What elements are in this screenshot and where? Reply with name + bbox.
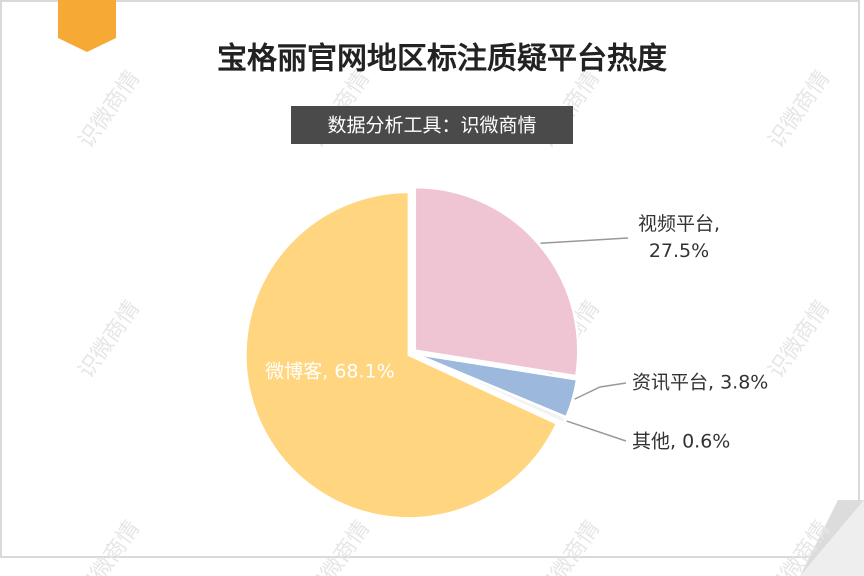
leader-line [574,382,627,400]
data-label: 微博客, 68.1% [265,361,394,383]
chart-title: 宝格丽官网地区标注质疑平台热度 [217,42,667,77]
data-label: 视频平台, 27.5% [638,213,720,262]
fold-shadow [800,500,864,576]
leader-line [566,420,627,442]
pie-slice [244,191,558,520]
pie: 视频平台, 27.5% 资讯平台, 3.8% 其他, 0.6% 微博客, 68.1% [244,186,768,520]
data-label: 其他, 0.6% [632,431,730,453]
pie-slice [414,186,579,378]
subtitle-box [291,106,573,144]
pie-slice [415,353,568,425]
subtitle: 数据分析工具：识微商情 [327,115,536,137]
leader-line [540,237,629,244]
corner-tab [58,0,116,52]
data-label: 资讯平台, 3.8% [632,372,768,394]
